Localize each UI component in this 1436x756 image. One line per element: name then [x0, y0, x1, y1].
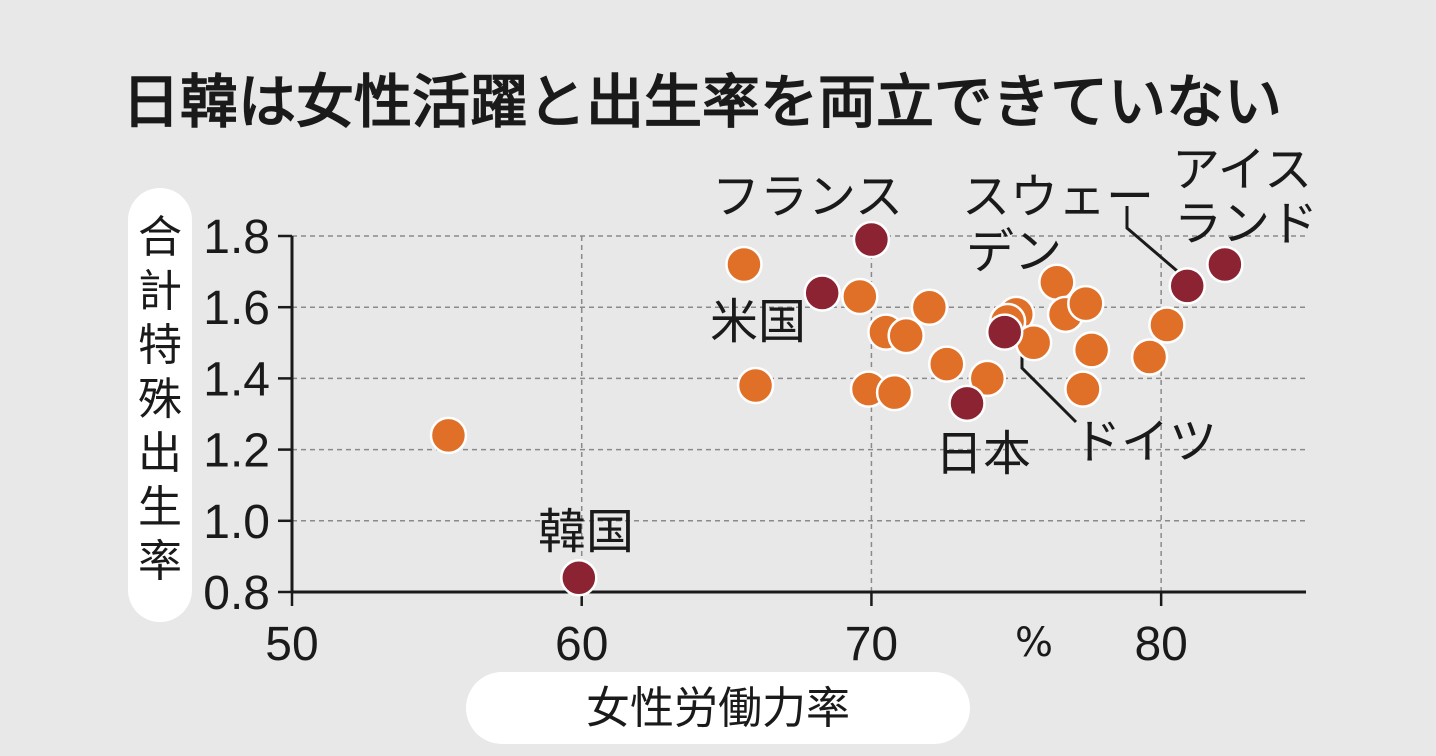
data-point — [429, 416, 468, 455]
data-point — [968, 359, 1007, 398]
data-point — [928, 345, 966, 383]
label-sweden-line2: デン — [966, 224, 1062, 280]
data-point — [725, 245, 763, 284]
data-point-highlight — [803, 274, 841, 312]
label-japan: 日本 — [935, 426, 1031, 482]
label-germany: ドイツ — [1073, 414, 1217, 470]
label-sweden-line1: スウェー — [962, 169, 1154, 225]
axes — [278, 234, 1306, 606]
x-tick-label: 80 — [1134, 618, 1187, 671]
annotations: フランス 米国 日本 ドイツ 韓国 スウェー デン アイス ランド — [538, 142, 1318, 560]
leader-sweden — [1125, 206, 1198, 290]
data-point-highlight — [985, 313, 1024, 351]
data-point-highlight — [948, 384, 986, 423]
x-axis-label: 女性労働力率 — [586, 683, 850, 734]
grid — [292, 235, 1306, 592]
label-france: フランス — [712, 169, 903, 225]
data-point — [910, 288, 949, 326]
label-korea: 韓国 — [538, 504, 634, 560]
data-point — [1067, 284, 1105, 323]
data-point-highlight — [1168, 267, 1206, 305]
data-point-highlight — [852, 220, 891, 259]
data-point — [1064, 370, 1102, 408]
data-point — [1072, 331, 1111, 369]
x-tick-label: 70 — [845, 618, 898, 671]
data-point-highlight — [1206, 245, 1244, 284]
x-tick-label: 50 — [265, 618, 318, 671]
y-axis-label-box — [128, 188, 192, 622]
y-tick-label: 1.6 — [203, 282, 270, 335]
x-unit-label: % — [1015, 620, 1053, 666]
label-iceland-line1: アイス — [1172, 142, 1312, 198]
label-iceland-line2: ランド — [1174, 196, 1318, 252]
y-tick-label: 1.2 — [203, 425, 270, 478]
data-point — [875, 373, 914, 412]
data-point-highlight — [560, 559, 598, 597]
data-points — [429, 220, 1244, 597]
data-point — [1148, 306, 1186, 344]
y-tick-label: 1.4 — [203, 353, 270, 406]
data-point — [736, 366, 775, 405]
y-tick-label: 1.8 — [203, 211, 270, 264]
x-tick-label: 60 — [555, 618, 608, 671]
data-point — [841, 277, 879, 316]
y-axis-label: 合計特殊出生率 — [138, 212, 182, 587]
tick-labels: 0.8 1.0 1.2 1.4 1.6 1.8 50 60 70 80 — [203, 211, 1188, 671]
x-axis-label-box — [466, 672, 970, 744]
data-point — [887, 316, 925, 355]
label-usa: 米国 — [710, 294, 806, 350]
y-tick-label: 0.8 — [203, 567, 270, 620]
y-tick-label: 1.0 — [203, 496, 270, 549]
data-point — [1130, 338, 1169, 376]
chart-title: 日韓は女性活躍と出生率を両立できていない — [122, 68, 1282, 136]
